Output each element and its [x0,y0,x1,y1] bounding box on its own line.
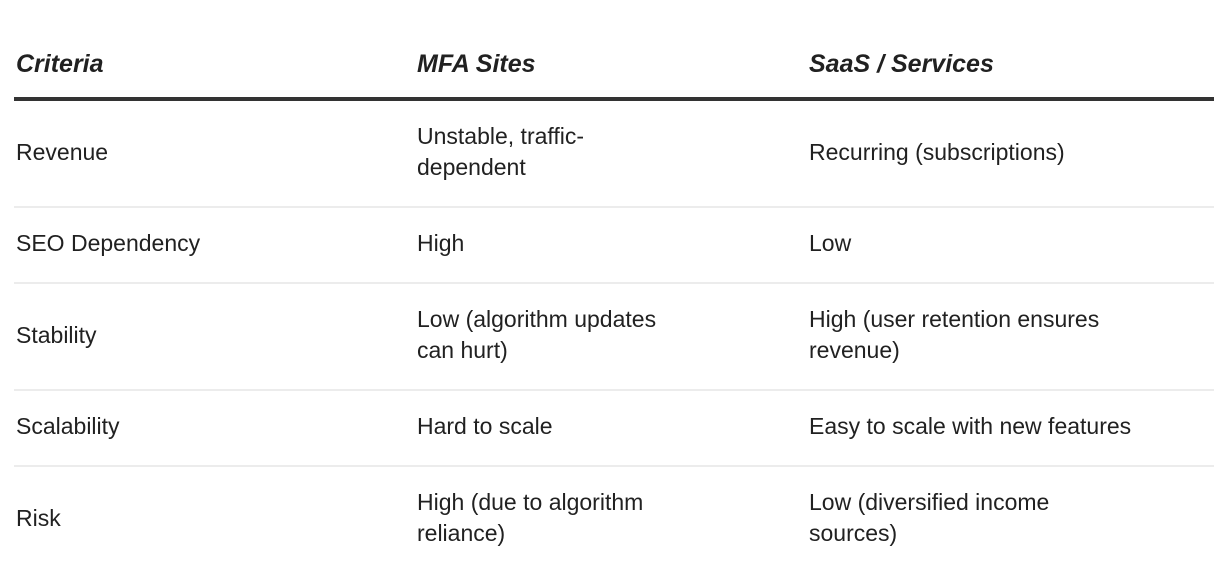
column-header-label: Criteria [16,50,104,78]
column-header-criteria: Criteria [14,0,417,101]
cell-text: Easy to scale with new features [809,413,1132,439]
cell-text: Low [809,230,852,256]
cell-mfa: High [417,207,809,284]
cell-text: Risk [16,504,61,531]
table-row-stability: Stability Low (algorithm updates can hur… [14,283,1214,391]
cell-mfa: Unstable, traffic- dependent [417,99,809,208]
column-header-label: MFA Sites [417,50,536,78]
cell-text: Low (algorithm updates can hurt) [417,306,657,363]
cell-text: SEO Dependency [16,230,201,256]
cell-saas: High (user retention ensures revenue) [809,283,1214,391]
cell-text: High [417,230,465,256]
comparison-table: Criteria MFA Sites SaaS / Services Reven… [14,0,1214,572]
cell-text: Unstable, traffic- dependent [417,123,585,180]
table-row-revenue: Revenue Unstable, traffic- dependent Rec… [14,99,1214,208]
cell-criteria: SEO Dependency [14,207,417,284]
cell-mfa: Hard to scale [417,390,809,467]
cell-text: Stability [16,321,97,348]
cell-mfa: Low (algorithm updates can hurt) [417,283,809,391]
cell-criteria: Scalability [14,390,417,467]
cell-criteria: Revenue [14,99,417,208]
column-header-mfa-sites: MFA Sites [417,0,809,101]
cell-text: Recurring (subscriptions) [809,138,1065,165]
column-header-saas-services: SaaS / Services [809,0,1214,101]
cell-text: High (user retention ensures revenue) [809,306,1100,363]
cell-mfa: High (due to algorithm reliance) [417,466,809,572]
cell-criteria: Stability [14,283,417,391]
header-row: Criteria MFA Sites SaaS / Services [14,0,1214,101]
cell-text: High (due to algorithm reliance) [417,489,644,546]
cell-text: Scalability [16,413,120,439]
column-header-label: SaaS / Services [809,50,994,78]
cell-criteria: Risk [14,466,417,572]
cell-saas: Recurring (subscriptions) [809,99,1214,208]
cell-text: Revenue [16,138,109,165]
cell-text: Hard to scale [417,413,553,439]
cell-text: Low (diversified income sources) [809,489,1050,546]
table-row-seo-dependency: SEO Dependency High Low [14,207,1214,284]
cell-saas: Easy to scale with new features [809,390,1214,467]
page-content: Criteria MFA Sites SaaS / Services Reven… [14,0,1214,572]
cell-saas: Low [809,207,1214,284]
table-row-risk: Risk High (due to algorithm reliance) Lo… [14,466,1214,572]
cell-saas: Low (diversified income sources) [809,466,1214,572]
table-row-scalability: Scalability Hard to scale Easy to scale … [14,390,1214,467]
